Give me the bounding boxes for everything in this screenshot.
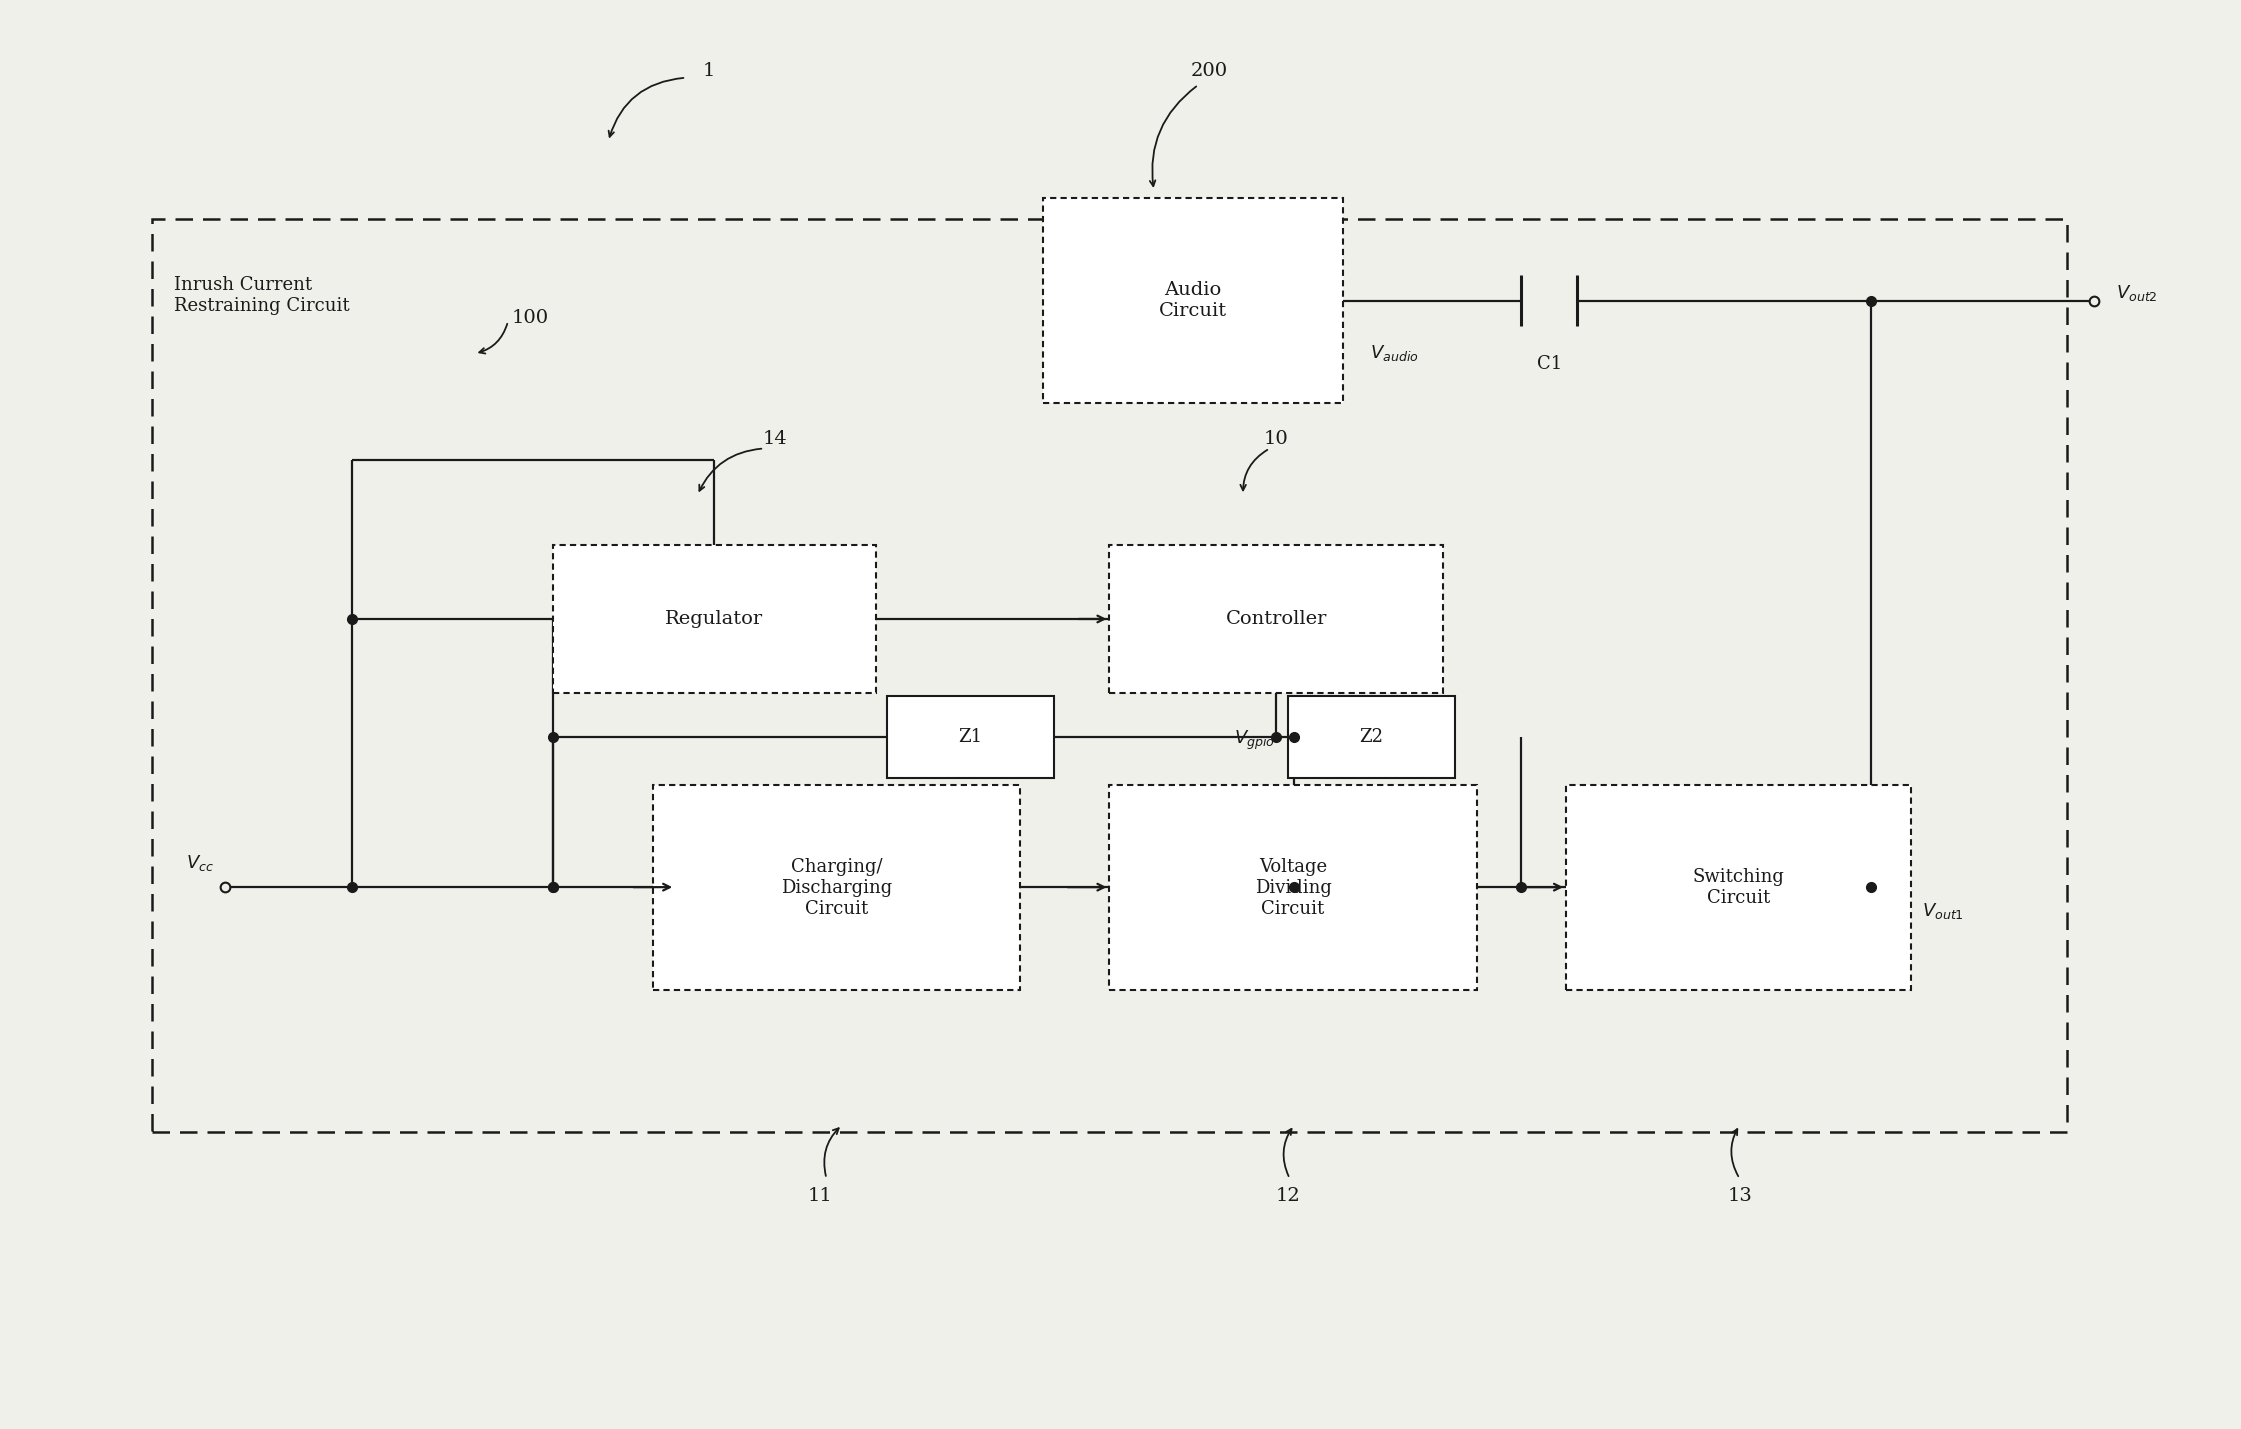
- Text: 13: 13: [1728, 1186, 1752, 1205]
- Bar: [1566, 786, 1912, 990]
- Bar: [652, 786, 1020, 990]
- Bar: [554, 544, 876, 693]
- Bar: [1109, 786, 1477, 990]
- Bar: [1042, 199, 1342, 403]
- Text: Z2: Z2: [1358, 729, 1383, 746]
- Text: Z1: Z1: [959, 729, 982, 746]
- Bar: [1109, 544, 1443, 693]
- Text: 14: 14: [762, 430, 787, 447]
- Text: $\mathit{V}_{\mathit{audio}}$: $\mathit{V}_{\mathit{audio}}$: [1369, 343, 1419, 363]
- Text: Regulator: Regulator: [666, 610, 764, 627]
- Text: 12: 12: [1275, 1186, 1300, 1205]
- Text: 100: 100: [511, 309, 549, 327]
- Text: Voltage
Dividing
Circuit: Voltage Dividing Circuit: [1255, 857, 1331, 917]
- Bar: [152, 219, 2066, 1132]
- Text: $\mathit{V}_{gpio}$: $\mathit{V}_{gpio}$: [1233, 729, 1275, 752]
- Text: 200: 200: [1190, 61, 1228, 80]
- Text: 1: 1: [701, 61, 715, 80]
- Text: $\mathit{V}_{out2}$: $\mathit{V}_{out2}$: [2116, 283, 2158, 303]
- Text: Charging/
Discharging
Circuit: Charging/ Discharging Circuit: [780, 857, 892, 917]
- Text: $\mathit{V}_{out1}$: $\mathit{V}_{out1}$: [1923, 902, 1963, 922]
- Text: Controller: Controller: [1226, 610, 1327, 627]
- Text: $\mathit{V}_{cc}$: $\mathit{V}_{cc}$: [186, 853, 215, 873]
- Bar: [887, 696, 1053, 779]
- Text: Audio
Circuit: Audio Circuit: [1159, 282, 1226, 320]
- Text: 10: 10: [1264, 430, 1289, 447]
- Text: C1: C1: [1537, 354, 1562, 373]
- Text: Switching
Circuit: Switching Circuit: [1692, 869, 1784, 907]
- Bar: [1289, 696, 1454, 779]
- Text: 11: 11: [807, 1186, 831, 1205]
- Text: Inrush Current
Restraining Circuit: Inrush Current Restraining Circuit: [175, 276, 350, 314]
